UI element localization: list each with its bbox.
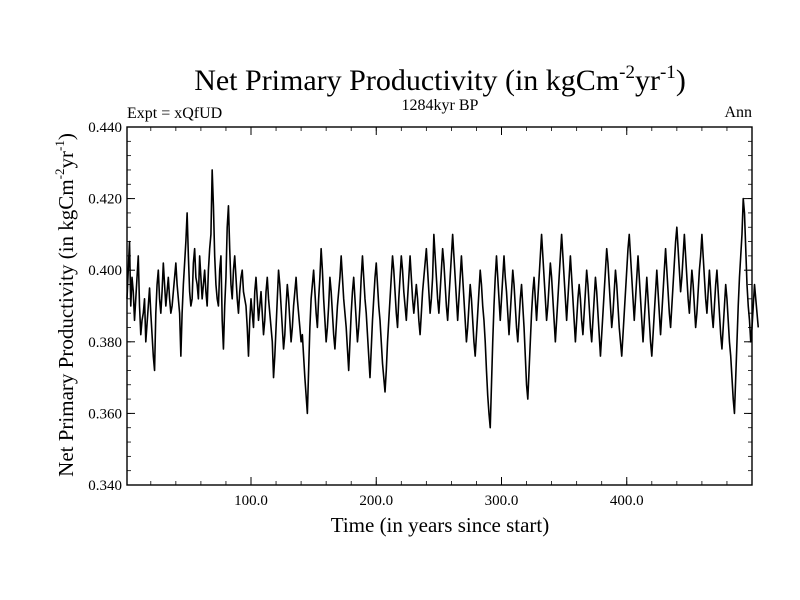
y-tick-label: 0.360	[88, 406, 122, 422]
y-tick-label: 0.420	[88, 192, 122, 208]
x-tick-label: 300.0	[485, 493, 519, 509]
chart-title-end: )	[676, 64, 686, 97]
season-label: Ann	[724, 104, 752, 121]
plot-frame	[126, 126, 753, 486]
y-axis-label-main: Net Primary Productivity (in kgCm	[54, 179, 78, 476]
experiment-label: Expt = xQfUD	[127, 105, 222, 122]
chart-title-main: Net Primary Productivity (in kgCm	[194, 64, 619, 97]
y-axis-label-sup2: -1	[52, 140, 67, 151]
period-label: 1284kyr BP	[402, 97, 479, 114]
chart-title: Net Primary Productivity (in kgCm-2yr-1)	[194, 62, 686, 97]
y-tick-label: 0.340	[88, 478, 122, 494]
x-axis-label: Time (in years since start)	[331, 513, 550, 537]
x-tick-label: 200.0	[359, 493, 393, 509]
chart-title-sup1: -2	[619, 62, 635, 83]
plot-area: 0.340 0.360 0.380 0.400 0.420 0.440 100.0 200.0…	[88, 120, 760, 509]
series-line-0	[126, 169, 760, 429]
y-tick-label: 0.440	[88, 120, 122, 136]
y-tick-label: 0.400	[88, 263, 122, 279]
x-tick-label: 400.0	[610, 493, 644, 509]
chart-title-mid: yr	[635, 64, 660, 97]
y-axis-label-end: )	[54, 133, 78, 140]
x-tick-label: 100.0	[234, 493, 268, 509]
y-axis-label-mid: yr	[54, 151, 78, 169]
y-tick-label: 0.380	[88, 335, 122, 351]
y-axis-label-sup1: -2	[52, 169, 67, 180]
y-axis-label: Net Primary Productivity (in kgCm-2yr-1)	[52, 133, 78, 477]
chart-title-sup2: -1	[660, 62, 676, 83]
